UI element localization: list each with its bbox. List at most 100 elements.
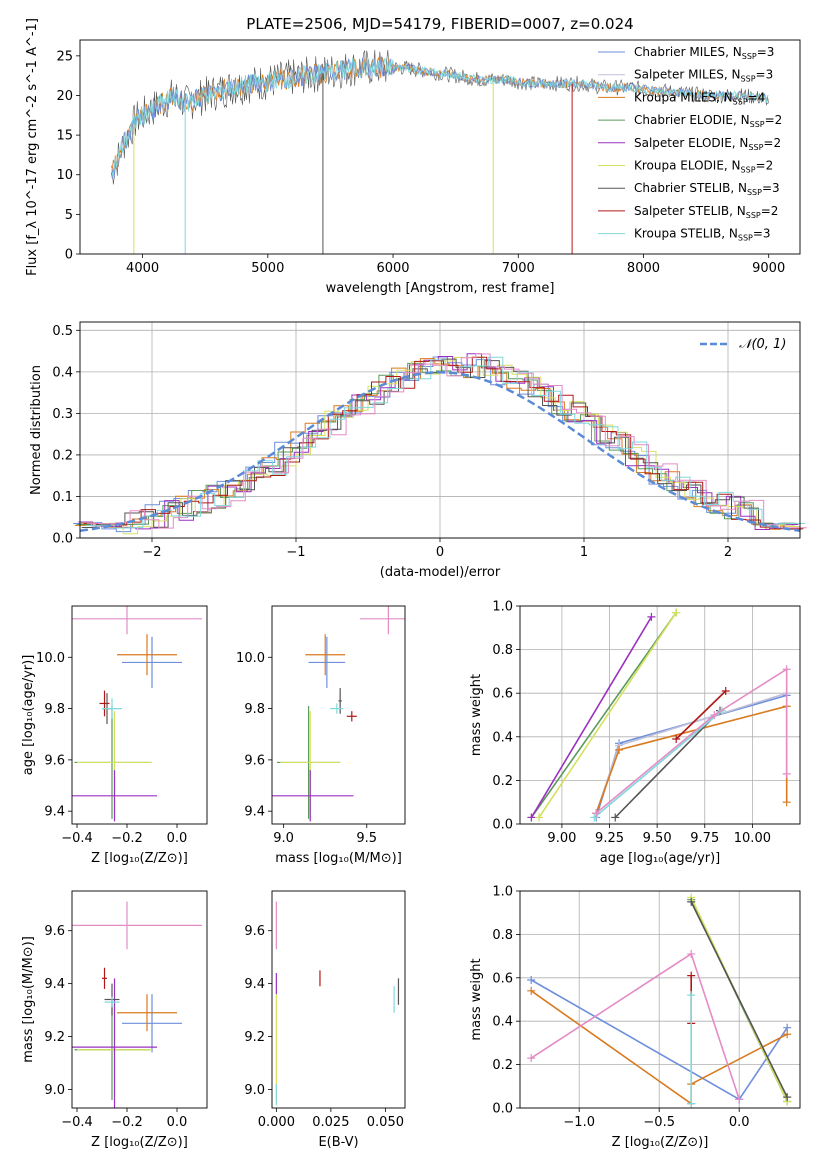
plus-marker	[783, 1030, 792, 1039]
x-axis-label: mass [log₁₀(M/M⊙)]	[275, 851, 402, 866]
y-tick-label: 9.0	[244, 1083, 265, 1098]
plus-marker	[535, 813, 544, 822]
x-axis-label: age [log₁₀(age/yr)]	[600, 851, 721, 866]
errorbar-group	[275, 901, 400, 1106]
x-axis-label: Z [log₁₀(Z/Z⊙)]	[91, 1135, 188, 1150]
weight-line	[595, 692, 787, 814]
y-tick-label: 9.0	[44, 1083, 65, 1098]
x-tick-label: 9.00	[547, 831, 576, 846]
axes-frame	[71, 890, 208, 1109]
errorbar-group	[72, 901, 202, 1108]
y-tick-label: 9.4	[244, 805, 265, 820]
plus-marker	[783, 1093, 792, 1102]
chart-3: 9.0 9.5 9.4 9.6 9.8 10.0 mass [log₁₀(M/M⊙)]	[236, 605, 406, 866]
plus-marker	[710, 711, 719, 719]
legend-entry: Salpeter STELIB, NSSP=2	[634, 204, 778, 220]
chart-0: 4000 5000 6000 7000 8000 9000 0 5 10 15 20 25 wavele…	[25, 15, 801, 296]
y-axis-label: mass weight	[469, 674, 484, 756]
y-tick-label: 0.8	[492, 928, 513, 943]
x-tick-label: 9000	[752, 261, 785, 276]
x-tick-label: 0.0	[729, 1115, 750, 1130]
plus-marker	[672, 734, 681, 743]
plus-marker	[735, 1095, 744, 1104]
chart-7: −1.0 −0.5 0.0 0.0 0.2 0.4 0.6 0.8 1.0 Z [log₁₀(Z/…	[469, 885, 801, 1150]
legend-entry: 𝒩(0, 1)	[739, 337, 786, 352]
x-tick-label: −0.5	[643, 1115, 675, 1130]
x-tick-label: −1.0	[563, 1115, 595, 1130]
plus-marker	[687, 949, 696, 958]
y-tick-label: 0.6	[492, 687, 513, 702]
x-tick-label: −0.4	[61, 831, 93, 846]
y-tick-label: 9.4	[44, 977, 65, 992]
y-tick-label: 10.0	[36, 651, 65, 666]
x-tick-label: 4000	[126, 261, 159, 276]
x-tick-label: −0.4	[61, 1115, 93, 1130]
weight-line	[690, 901, 788, 1098]
y-axis-label: Flux [f_λ 10^-17 erg cm^-2 s^-1 A^-1]	[25, 18, 40, 276]
chart-2: −0.4 −0.2 0.0 9.4 9.6 9.8 10.0 Z [log₁₀(Z/Z⊙)] a…	[21, 605, 208, 866]
chart-6: 0.000 0.025 0.050 9.0 9.2 9.4 9.6 E(B-V)	[244, 890, 406, 1150]
y-tick-label: 1.0	[492, 600, 513, 615]
y-tick-label: 0.0	[52, 532, 73, 547]
plus-marker	[672, 608, 681, 617]
chart-title: PLATE=2506, MJD=54179, FIBERID=0007, z=0…	[246, 15, 633, 33]
y-tick-label: 15	[56, 129, 73, 144]
plus-marker	[647, 612, 656, 621]
y-tick-label: 1.0	[492, 885, 513, 900]
plus-marker	[611, 813, 620, 822]
x-axis-label: (data-model)/error	[380, 565, 501, 580]
x-tick-label: 5000	[251, 261, 284, 276]
x-tick-label: 9.5	[356, 831, 377, 846]
x-tick-label: 9.50	[643, 831, 672, 846]
y-tick-label: 0.0	[492, 1102, 513, 1117]
y-tick-label: 25	[56, 49, 73, 64]
plus-marker	[527, 813, 536, 822]
legend-entry: Kroupa STELIB, NSSP=3	[634, 227, 771, 243]
y-tick-label: 9.2	[44, 1030, 65, 1045]
weight-line	[530, 952, 740, 1100]
y-tick-label: 0.2	[492, 774, 513, 789]
weight-line	[530, 616, 653, 818]
y-tick-label: 10.0	[236, 651, 265, 666]
y-tick-label: 0.4	[492, 730, 513, 745]
y-tick-label: 0.2	[492, 1058, 513, 1073]
weight-line	[593, 709, 723, 819]
y-tick-label: 0.4	[492, 1015, 513, 1030]
chart-4: 9.00 9.25 9.50 9.75 10.00 0.0 0.2 0.4 0.6 0.8 1.0 a…	[469, 600, 801, 866]
x-axis-label: wavelength [Angstrom, rest frame]	[326, 281, 555, 296]
x-tick-label: 1	[580, 545, 588, 560]
axes-frame	[519, 605, 801, 825]
plus-marker	[687, 991, 696, 1000]
x-tick-label: −0.2	[111, 1115, 143, 1130]
x-tick-label: 6000	[376, 261, 409, 276]
legend-entry: Kroupa MILES, NSSP=4	[634, 90, 765, 106]
x-tick-label: 9.25	[595, 831, 624, 846]
legend-entry: Chabrier MILES, NSSP=3	[634, 45, 774, 61]
y-tick-label: 9.8	[244, 702, 265, 717]
y-tick-label: 20	[56, 89, 73, 104]
y-tick-label: 0	[65, 248, 73, 263]
y-axis-label: mass weight	[469, 958, 484, 1040]
y-tick-label: 0.4	[52, 365, 73, 380]
histogram-series	[85, 356, 806, 529]
x-tick-label: 0.0	[167, 1115, 188, 1130]
y-tick-label: 0.6	[492, 971, 513, 986]
gaussian-curve	[79, 371, 801, 532]
weight-line	[675, 690, 727, 740]
x-tick-label: −2	[142, 545, 161, 560]
plus-marker	[687, 897, 696, 906]
y-tick-label: 5	[65, 208, 73, 223]
axes-frame	[79, 39, 801, 255]
x-tick-label: 0	[436, 545, 444, 560]
plus-marker	[782, 665, 791, 674]
y-tick-label: 0.8	[492, 643, 513, 658]
plus-marker	[782, 798, 791, 807]
y-tick-label: 0.3	[52, 407, 73, 422]
histogram-series	[80, 356, 800, 535]
x-tick-label: 8000	[627, 261, 660, 276]
weight-line	[614, 710, 721, 819]
spectrum-line	[110, 57, 769, 178]
x-tick-label: −1	[286, 545, 305, 560]
axes-frame	[519, 890, 801, 1109]
